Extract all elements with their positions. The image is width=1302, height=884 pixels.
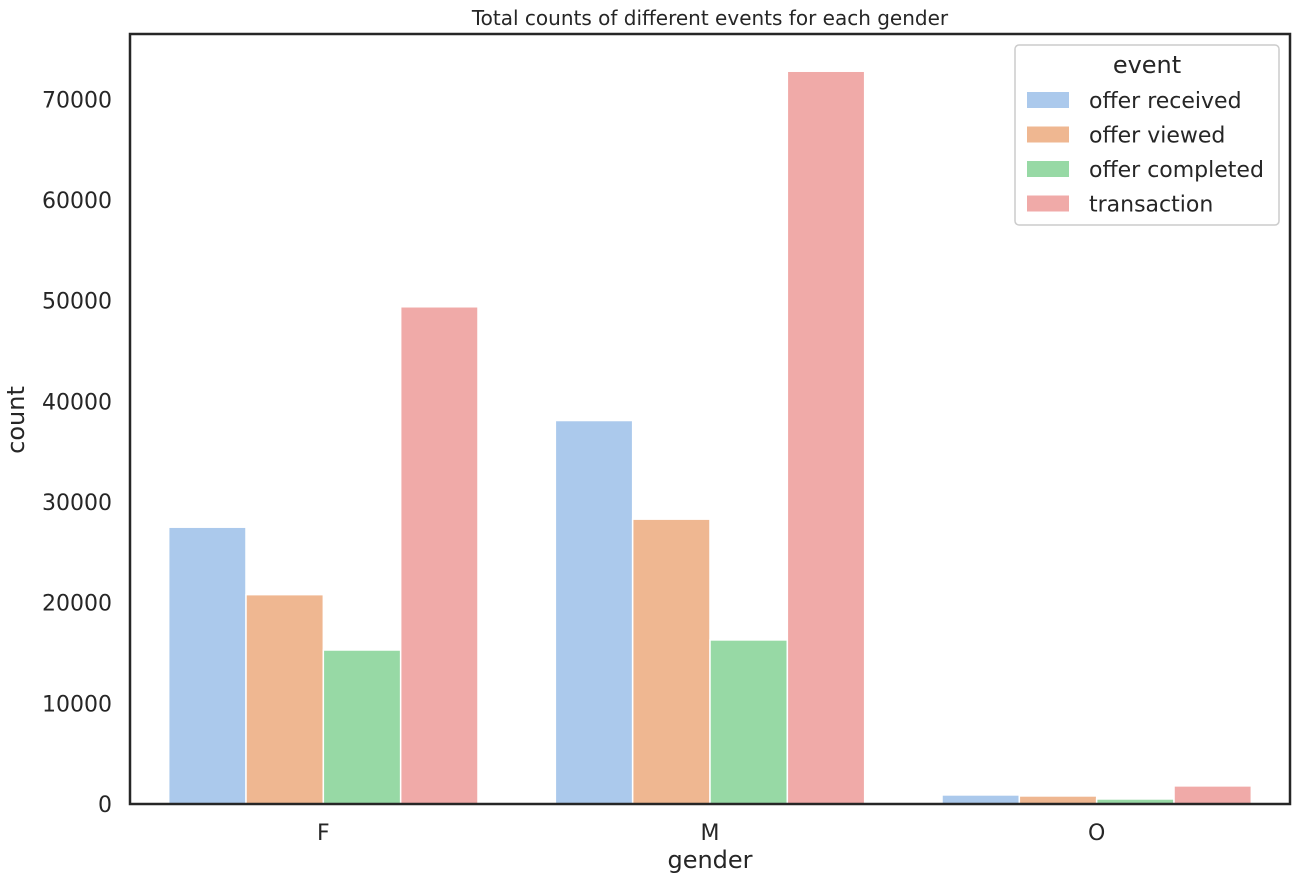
legend-swatch xyxy=(1027,126,1069,143)
x-axis-label: gender xyxy=(667,846,752,874)
legend-frame xyxy=(1014,44,1280,226)
y-tick-label: 60000 xyxy=(42,189,112,214)
plot-frame xyxy=(128,32,1292,806)
y-tick-label: 40000 xyxy=(42,390,112,415)
legend: event offer received offer viewed offer co… xyxy=(1014,44,1280,226)
y-tick-label: 50000 xyxy=(42,290,112,315)
bar-F-offer-completed xyxy=(322,649,402,805)
bar-M-offer-received xyxy=(554,419,634,805)
legend-label: offer completed xyxy=(1089,158,1264,183)
legend-label: offer viewed xyxy=(1089,124,1225,149)
y-axis: 0 10000 20000 30000 40000 50000 60000 70000 xyxy=(42,88,112,818)
y-tick-label: 0 xyxy=(98,793,112,818)
y-tick-label: 70000 xyxy=(42,88,112,113)
bar-F-offer-received xyxy=(167,526,247,805)
x-tick-label: M xyxy=(701,821,720,846)
y-tick-label: 10000 xyxy=(42,692,112,717)
legend-label: offer received xyxy=(1089,89,1242,114)
bars-layer xyxy=(167,70,1253,805)
chart-title: Total counts of different events for eac… xyxy=(471,6,949,30)
legend-title: event xyxy=(1113,51,1181,79)
legend-label: transaction xyxy=(1089,193,1213,218)
y-tick-label: 20000 xyxy=(42,592,112,617)
bar-M-transaction xyxy=(786,70,866,805)
bar-M-offer-completed xyxy=(709,639,789,805)
bar-F-offer-viewed xyxy=(245,593,325,805)
bar-F-transaction xyxy=(399,306,479,805)
bar-O-transaction xyxy=(1173,785,1253,805)
y-axis-label: count xyxy=(2,386,30,454)
bar-M-offer-viewed xyxy=(631,518,711,805)
legend-swatch xyxy=(1027,92,1069,108)
legend-swatch xyxy=(1027,161,1069,177)
y-tick-label: 30000 xyxy=(42,491,112,516)
x-tick-label: F xyxy=(317,821,330,846)
legend-items: offer received offer viewed offer complete… xyxy=(1027,89,1264,218)
legend-swatch xyxy=(1027,195,1069,212)
x-tick-label: O xyxy=(1088,821,1105,846)
bar-O-offer-received xyxy=(941,794,1021,805)
